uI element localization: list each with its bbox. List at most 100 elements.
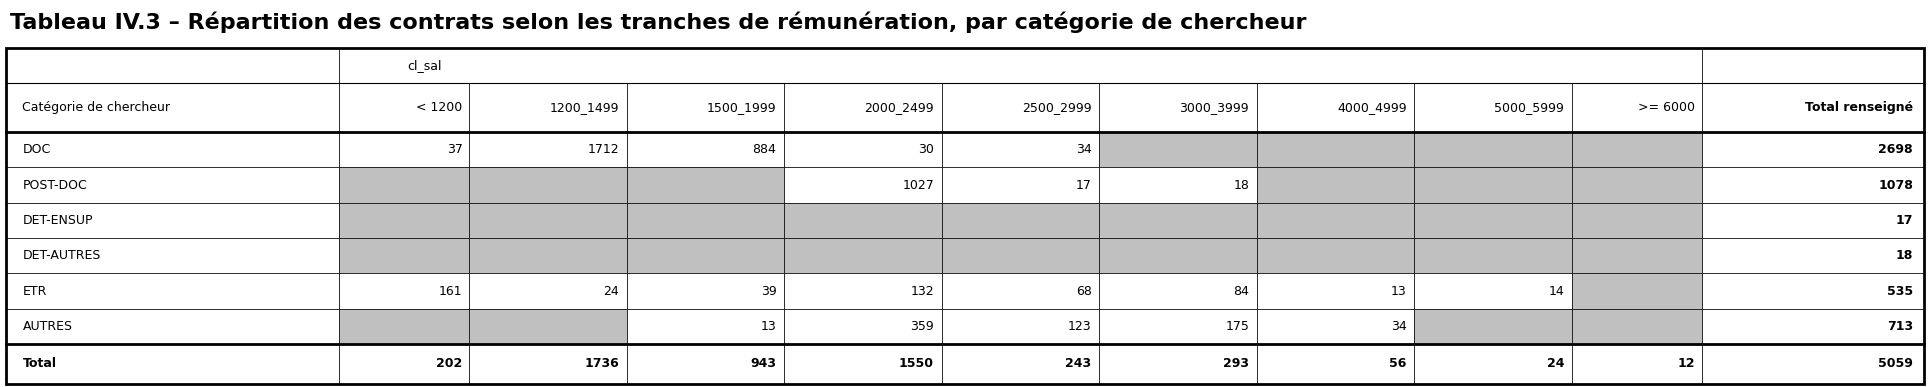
- Text: 3000_3999: 3000_3999: [1179, 101, 1249, 114]
- Bar: [784, 344, 942, 384]
- Text: 5000_5999: 5000_5999: [1494, 101, 1563, 114]
- Text: 713: 713: [1888, 320, 1913, 333]
- Text: 1550: 1550: [899, 358, 934, 370]
- Bar: [942, 167, 1100, 203]
- Text: 175: 175: [1226, 320, 1249, 333]
- Text: 123: 123: [1067, 320, 1092, 333]
- Text: 56: 56: [1390, 358, 1407, 370]
- Text: 2500_2999: 2500_2999: [1021, 101, 1092, 114]
- Bar: [942, 83, 1100, 132]
- Bar: [1415, 344, 1573, 384]
- Text: 202: 202: [436, 358, 463, 370]
- Bar: [1256, 309, 1415, 344]
- Text: POST-DOC: POST-DOC: [23, 178, 87, 192]
- Text: DET-ENSUP: DET-ENSUP: [23, 214, 93, 227]
- Bar: [1256, 274, 1415, 309]
- Bar: [1573, 83, 1702, 132]
- Text: Total: Total: [23, 358, 56, 370]
- Bar: [1415, 167, 1573, 203]
- Bar: [6, 132, 340, 167]
- Bar: [6, 167, 340, 203]
- Text: 13: 13: [1392, 285, 1407, 298]
- Bar: [1702, 48, 1924, 83]
- Bar: [1100, 344, 1256, 384]
- Bar: [1256, 344, 1415, 384]
- Bar: [627, 203, 784, 238]
- Text: 14: 14: [1548, 285, 1563, 298]
- Bar: [1415, 203, 1573, 238]
- Text: DET-AUTRES: DET-AUTRES: [23, 249, 100, 262]
- Bar: [469, 344, 627, 384]
- Text: 84: 84: [1233, 285, 1249, 298]
- Bar: [942, 274, 1100, 309]
- Text: < 1200: < 1200: [417, 101, 463, 114]
- Text: Total renseigné: Total renseigné: [1805, 101, 1913, 114]
- Text: 2000_2499: 2000_2499: [865, 101, 934, 114]
- Bar: [784, 203, 942, 238]
- Bar: [1100, 132, 1256, 167]
- Bar: [784, 167, 942, 203]
- Text: ETR: ETR: [23, 285, 46, 298]
- Text: 359: 359: [911, 320, 934, 333]
- Bar: [1100, 309, 1256, 344]
- Bar: [1415, 132, 1573, 167]
- Text: AUTRES: AUTRES: [23, 320, 73, 333]
- Bar: [340, 83, 469, 132]
- Text: 1736: 1736: [585, 358, 620, 370]
- Text: 1078: 1078: [1878, 178, 1913, 192]
- Bar: [784, 83, 942, 132]
- Bar: [1100, 203, 1256, 238]
- Bar: [1702, 203, 1924, 238]
- Bar: [1415, 238, 1573, 274]
- Text: 12: 12: [1677, 358, 1695, 370]
- Bar: [1702, 83, 1924, 132]
- Text: 34: 34: [1392, 320, 1407, 333]
- Text: 132: 132: [911, 285, 934, 298]
- Bar: [469, 132, 627, 167]
- Bar: [6, 48, 340, 83]
- Text: >= 6000: >= 6000: [1639, 101, 1695, 114]
- Bar: [784, 309, 942, 344]
- Text: 884: 884: [753, 143, 776, 156]
- Bar: [1573, 132, 1702, 167]
- Bar: [627, 274, 784, 309]
- Bar: [942, 309, 1100, 344]
- Text: 13: 13: [760, 320, 776, 333]
- Bar: [627, 344, 784, 384]
- Text: 243: 243: [1065, 358, 1092, 370]
- Text: 5059: 5059: [1878, 358, 1913, 370]
- Bar: [1702, 309, 1924, 344]
- Bar: [1573, 167, 1702, 203]
- Text: 24: 24: [1546, 358, 1563, 370]
- Text: 161: 161: [438, 285, 463, 298]
- Text: 1027: 1027: [901, 178, 934, 192]
- Bar: [340, 274, 469, 309]
- Bar: [1702, 132, 1924, 167]
- Bar: [1573, 344, 1702, 384]
- Bar: [627, 83, 784, 132]
- Bar: [1702, 238, 1924, 274]
- Bar: [784, 238, 942, 274]
- Bar: [1702, 344, 1924, 384]
- Text: 17: 17: [1075, 178, 1092, 192]
- Bar: [6, 309, 340, 344]
- Bar: [1256, 203, 1415, 238]
- Bar: [6, 274, 340, 309]
- Text: 18: 18: [1895, 249, 1913, 262]
- Bar: [6, 238, 340, 274]
- Bar: [1415, 274, 1573, 309]
- Text: 1500_1999: 1500_1999: [706, 101, 776, 114]
- Text: Catégorie de chercheur: Catégorie de chercheur: [23, 101, 170, 114]
- Bar: [1702, 274, 1924, 309]
- Bar: [1702, 167, 1924, 203]
- Text: DOC: DOC: [23, 143, 50, 156]
- Bar: [6, 203, 340, 238]
- Bar: [469, 203, 627, 238]
- Bar: [469, 238, 627, 274]
- Bar: [340, 238, 469, 274]
- Text: 17: 17: [1895, 214, 1913, 227]
- Bar: [1415, 83, 1573, 132]
- Text: 1712: 1712: [587, 143, 620, 156]
- Bar: [340, 48, 1702, 83]
- Bar: [942, 203, 1100, 238]
